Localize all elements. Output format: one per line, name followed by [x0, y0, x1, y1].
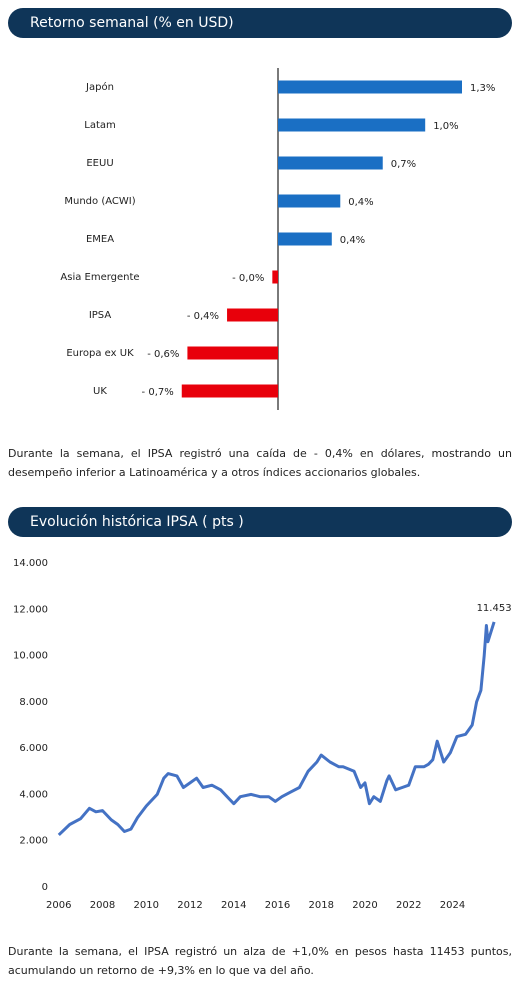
- x-tick-label: 2016: [265, 900, 290, 911]
- x-tick-label: 2024: [440, 900, 465, 911]
- value-label: 0,4%: [348, 197, 373, 208]
- value-label: - 0,4%: [187, 311, 219, 322]
- x-tick-label: 2018: [309, 900, 334, 911]
- category-label: Mundo (ACWI): [64, 196, 135, 207]
- x-tick-label: 2014: [221, 900, 246, 911]
- line-chart: 0 2.000 4.000 6.000 8.000 10.000 12.000 14.000 2…: [13, 558, 512, 911]
- category-label: Europa ex UK: [66, 348, 134, 359]
- line: [57, 621, 496, 836]
- bar-chart: Japón 1,3% Latam 1,0% EEUU 0,7% Mundo (ACWI) 0,…: [60, 68, 495, 410]
- category-label: EMEA: [86, 234, 114, 245]
- y-tick-label: 8.000: [19, 697, 48, 708]
- bar: [187, 346, 278, 360]
- caption: Durante la semana, el IPSA registró una …: [8, 447, 512, 479]
- x-tick-label: 2010: [134, 900, 159, 911]
- value-label: 0,7%: [391, 159, 416, 170]
- value-label: 0,4%: [340, 235, 365, 246]
- bar: [181, 384, 278, 398]
- bar: [278, 194, 341, 208]
- category-label: Asia Emergente: [60, 272, 139, 283]
- value-label: 1,0%: [433, 121, 458, 132]
- y-tick-label: 2.000: [19, 836, 48, 847]
- category-label: Japón: [85, 81, 114, 93]
- category-label: EEUU: [86, 158, 113, 169]
- bar: [278, 232, 332, 246]
- value-label: - 0,0%: [232, 273, 264, 284]
- x-tick-label: 2006: [46, 900, 71, 911]
- category-label: Latam: [84, 120, 116, 131]
- section-header: Evolución histórica IPSA ( pts ): [8, 507, 512, 537]
- x-tick-label: 2008: [90, 900, 115, 911]
- y-tick-label: 12.000: [13, 604, 48, 615]
- value-label: - 0,6%: [147, 349, 179, 360]
- bar: [278, 156, 383, 170]
- value-label: - 0,7%: [142, 387, 174, 398]
- value-label: 1,3%: [470, 83, 495, 94]
- bar: [278, 118, 426, 132]
- bar: [227, 308, 278, 322]
- caption: Durante la semana, el IPSA registró un a…: [8, 945, 512, 977]
- x-tick-label: 2022: [396, 900, 421, 911]
- y-tick-label: 0: [42, 882, 48, 893]
- y-tick-label: 10.000: [13, 651, 48, 662]
- section-header: Retorno semanal (% en USD): [8, 8, 512, 38]
- y-tick-label: 4.000: [19, 789, 48, 800]
- y-tick-label: 6.000: [19, 743, 48, 754]
- category-label: IPSA: [89, 310, 112, 321]
- x-tick-label: 2012: [177, 900, 202, 911]
- bar: [278, 80, 462, 94]
- y-tick-label: 14.000: [13, 558, 48, 569]
- annotation: 11.453: [477, 603, 512, 614]
- category-label: UK: [93, 386, 107, 397]
- bar: [272, 270, 278, 284]
- x-tick-label: 2020: [352, 900, 377, 911]
